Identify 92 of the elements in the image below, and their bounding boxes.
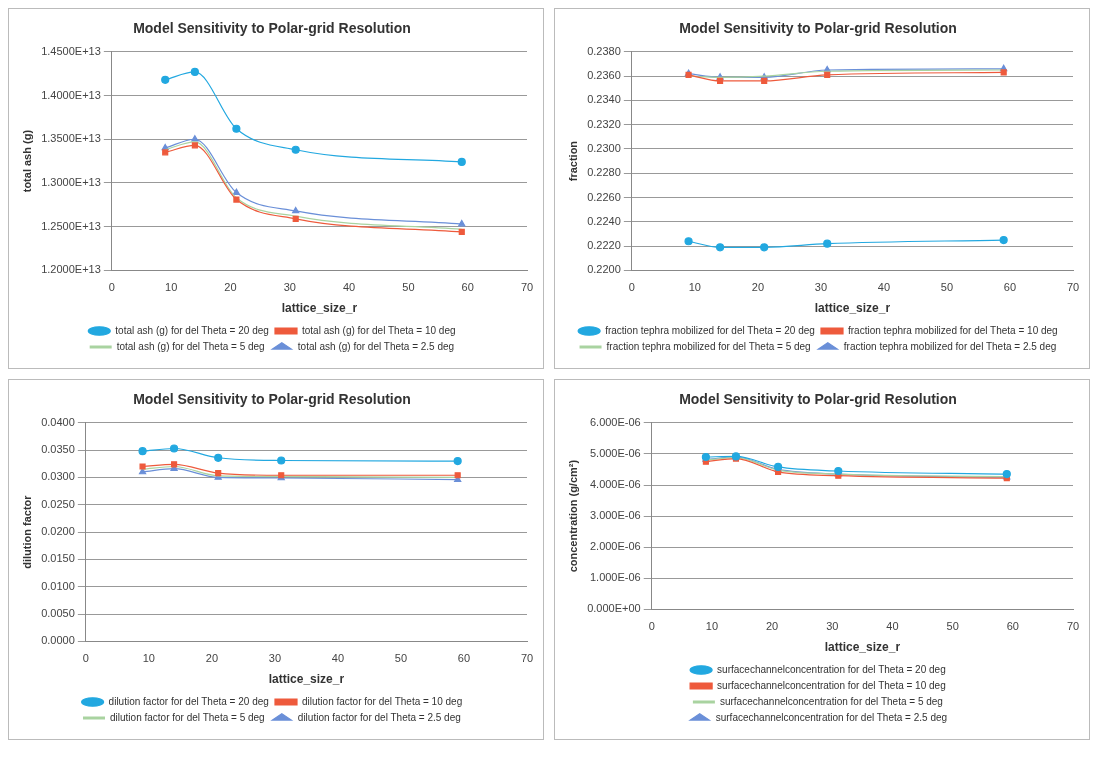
y-axis-title: fraction	[566, 140, 579, 182]
legend-label: total ash (g) for del Theta = 2.5 deg	[297, 340, 455, 352]
x-tick-label: 40	[877, 281, 891, 294]
y-tick-label: 2.000E-06	[589, 540, 641, 553]
y-tick-label: 3.000E-06	[589, 509, 641, 522]
y-tick-label: 1.3000E+13	[41, 175, 101, 188]
chart-title: Model Sensitivity to Polar-grid Resolution	[133, 391, 411, 408]
y-tick-label: 4.000E-06	[589, 478, 641, 491]
x-axis-title: lattice_size_r	[814, 301, 891, 316]
y-axis-title: dilution factor	[20, 494, 33, 569]
y-tick-label: 0.2300	[587, 141, 621, 154]
x-tick-label: 60	[457, 652, 471, 665]
x-tick-label: 30	[814, 281, 828, 294]
x-tick-label: 60	[1003, 281, 1017, 294]
x-axis-title: lattice_size_r	[281, 301, 358, 316]
x-tick-label: 10	[142, 652, 155, 665]
x-tick-label: 0	[108, 281, 115, 294]
legend-label: surfacechannelconcentration for del Theta = 5 deg	[719, 695, 943, 707]
x-tick-label: 0	[648, 620, 655, 633]
legend-label: dilution factor for del Theta = 10 deg	[302, 695, 463, 707]
y-tick-label: 0.2340	[587, 93, 621, 106]
x-tick-label: 30	[826, 620, 839, 633]
x-tick-label: 40	[886, 620, 899, 633]
y-tick-label: 0.2280	[587, 166, 621, 179]
x-tick-label: 70	[520, 281, 534, 294]
y-tick-label: 0.2200	[587, 263, 621, 276]
x-tick-label: 50	[394, 652, 408, 665]
x-tick-label: 20	[224, 281, 237, 294]
y-tick-label: 0.0400	[41, 415, 75, 428]
x-tick-label: 30	[268, 652, 282, 665]
y-tick-label: 0.2360	[587, 69, 621, 82]
x-tick-label: 10	[688, 281, 701, 294]
y-tick-label: 6.000E-06	[589, 415, 641, 428]
legend-label: dilution factor for del Theta = 5 deg	[110, 711, 265, 723]
legend-label: fraction tephra mobilized for del Theta = 20 deg	[605, 324, 815, 336]
y-tick-label: 0.2320	[587, 117, 621, 130]
y-tick-label: 1.4000E+13	[41, 88, 101, 101]
chart-title: Model Sensitivity to Polar-grid Resolution	[679, 391, 957, 408]
y-tick-label: 0.2380	[587, 44, 621, 57]
x-tick-label: 70	[520, 652, 534, 665]
chart-title: Model Sensitivity to Polar-grid Resolution	[679, 20, 957, 37]
y-axis-title: total ash (g)	[20, 129, 33, 193]
legend-label: fraction tephra mobilized for del Theta = 5 deg	[606, 340, 811, 352]
chart-title: Model Sensitivity to Polar-grid Resolution	[133, 20, 411, 37]
x-tick-label: 60	[1006, 620, 1019, 633]
y-tick-label: 0.2220	[587, 239, 621, 252]
y-tick-label: 1.2000E+13	[41, 263, 101, 276]
x-tick-label: 20	[205, 652, 219, 665]
y-tick-label: 0.0350	[41, 443, 75, 456]
legend-label: total ash (g) for del Theta = 20 deg	[115, 324, 269, 336]
x-tick-label: 10	[165, 281, 178, 294]
legend-label: total ash (g) for del Theta = 5 deg	[116, 340, 265, 352]
legend-label: surfacechannelconcentration for del Theta = 2.5 deg	[715, 711, 948, 723]
x-axis-title: lattice_size_r	[824, 640, 901, 655]
x-tick-label: 0	[82, 652, 89, 665]
y-tick-label: 0.0100	[41, 579, 75, 592]
y-tick-label: 5.000E-06	[589, 446, 641, 459]
x-tick-label: 60	[461, 281, 474, 294]
legend-label: fraction tephra mobilized for del Theta = 10 deg	[848, 324, 1058, 336]
legend-label: fraction tephra mobilized for del Theta = 2.5 deg	[843, 340, 1057, 352]
x-tick-label: 40	[331, 652, 345, 665]
x-tick-label: 50	[940, 281, 954, 294]
x-tick-label: 10	[705, 620, 719, 633]
x-tick-label: 70	[1066, 620, 1080, 633]
legend-label: dilution factor for del Theta = 2.5 deg	[297, 711, 461, 723]
x-tick-label: 20	[751, 281, 765, 294]
x-tick-label: 30	[283, 281, 296, 294]
x-tick-label: 70	[1066, 281, 1080, 294]
y-tick-label: 1.4500E+13	[41, 44, 101, 57]
y-tick-label: 0.0200	[41, 525, 75, 538]
y-tick-label: 0.2260	[587, 190, 621, 203]
x-tick-label: 50	[402, 281, 415, 294]
y-tick-label: 0.2240	[587, 214, 621, 227]
y-tick-label: 1.000E-06	[589, 571, 641, 584]
legend-label: dilution factor for del Theta = 20 deg	[108, 695, 269, 707]
x-axis-title: lattice_size_r	[268, 672, 345, 687]
legend-label: total ash (g) for del Theta = 10 deg	[302, 324, 456, 336]
y-tick-label: 0.0050	[41, 607, 75, 620]
legend-label: surfacechannelconcentration for del Theta = 20 deg	[717, 663, 946, 675]
y-tick-label: 1.2500E+13	[41, 219, 101, 232]
y-tick-label: 0.0150	[41, 552, 75, 565]
y-tick-label: 0.0250	[41, 497, 75, 510]
y-tick-label: 0.000E+00	[587, 602, 641, 615]
y-axis-title: concentration (g/cm²)	[566, 459, 579, 573]
y-tick-label: 0.0300	[41, 470, 75, 483]
legend-label: surfacechannelconcentration for del Theta = 10 deg	[717, 679, 946, 691]
y-tick-label: 1.3500E+13	[41, 132, 101, 145]
y-tick-label: 0.0000	[41, 634, 75, 647]
x-tick-label: 20	[765, 620, 779, 633]
x-tick-label: 40	[342, 281, 356, 294]
x-tick-label: 0	[628, 281, 635, 294]
x-tick-label: 50	[946, 620, 959, 633]
